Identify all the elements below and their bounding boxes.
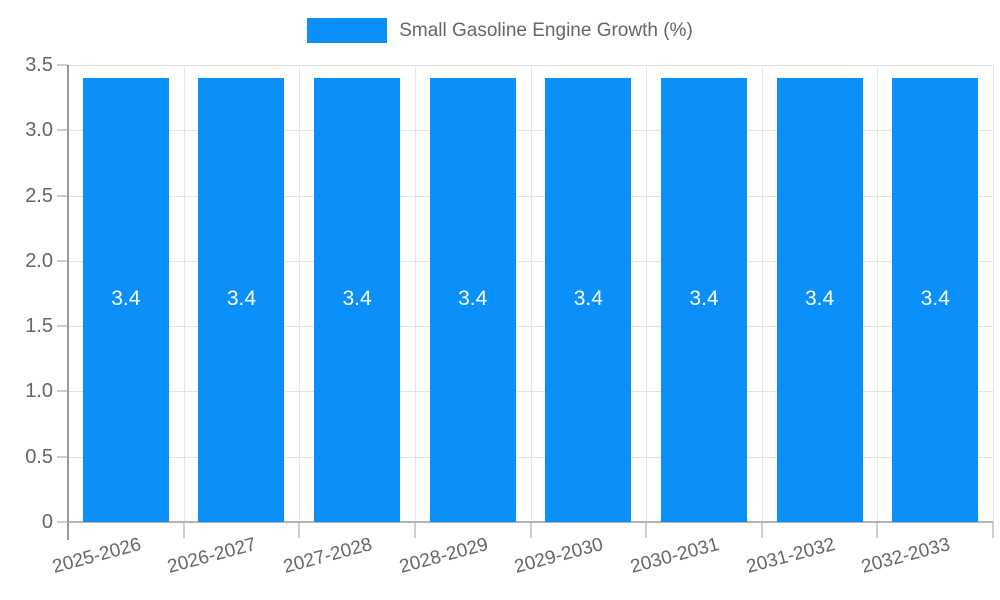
x-gridline: [646, 65, 648, 522]
y-tick-label: 3.5: [25, 54, 53, 76]
x-tick-mark: [992, 522, 994, 538]
bar: [545, 78, 632, 522]
bar: [314, 78, 401, 522]
bar-value-label: 3.4: [689, 287, 719, 311]
bar-value-label: 3.4: [342, 287, 372, 311]
legend-swatch: [307, 18, 388, 43]
bar-value-label: 3.4: [573, 287, 603, 311]
x-tick-mark: [760, 522, 763, 538]
y-tick-mark: [57, 259, 68, 262]
axis-x: [68, 521, 993, 523]
bar: [198, 78, 285, 522]
y-tick-label: 0.5: [25, 445, 53, 468]
x-gridline: [993, 65, 994, 522]
x-gridline: [877, 65, 879, 522]
x-gridline: [761, 65, 763, 522]
y-tick-mark: [57, 455, 68, 458]
y-tick-mark: [57, 521, 68, 523]
legend-label: Small Gasoline Engine Growth (%): [399, 19, 693, 41]
axis-y: [67, 65, 69, 540]
legend: Small Gasoline Engine Growth (%): [0, 18, 1000, 43]
y-tick-label: 0: [41, 511, 53, 533]
bar: [776, 78, 863, 522]
y-tick-mark: [57, 390, 68, 393]
bar-value-label: 3.4: [226, 287, 257, 311]
x-tick-mark: [876, 522, 879, 538]
bar: [892, 78, 979, 522]
bar-value-label: 3.4: [458, 287, 488, 311]
x-gridline: [183, 65, 185, 522]
bar-value-label: 3.4: [804, 287, 835, 311]
x-tick-mark: [645, 522, 648, 538]
x-tick-mark: [298, 522, 301, 538]
bar: [82, 78, 169, 522]
y-tick-label: 3.0: [25, 119, 53, 142]
x-gridline: [530, 65, 532, 522]
x-gridline: [414, 65, 416, 522]
bar: [429, 78, 516, 522]
y-tick-label: 1.5: [25, 315, 53, 338]
bar: [660, 78, 747, 522]
x-tick-mark: [529, 522, 532, 538]
y-tick-mark: [57, 64, 68, 66]
y-tick-label: 2.0: [25, 249, 53, 272]
y-tick-mark: [57, 325, 68, 328]
x-tick-mark: [182, 522, 185, 538]
bar-value-label: 3.4: [920, 287, 950, 311]
bar-value-label: 3.4: [111, 287, 141, 311]
y-tick-mark: [57, 194, 68, 197]
x-tick-mark: [413, 522, 416, 538]
x-gridline: [299, 65, 301, 522]
y-tick-label: 2.5: [25, 184, 53, 207]
y-tick-label: 1.0: [25, 380, 53, 403]
y-tick-mark: [57, 129, 68, 132]
